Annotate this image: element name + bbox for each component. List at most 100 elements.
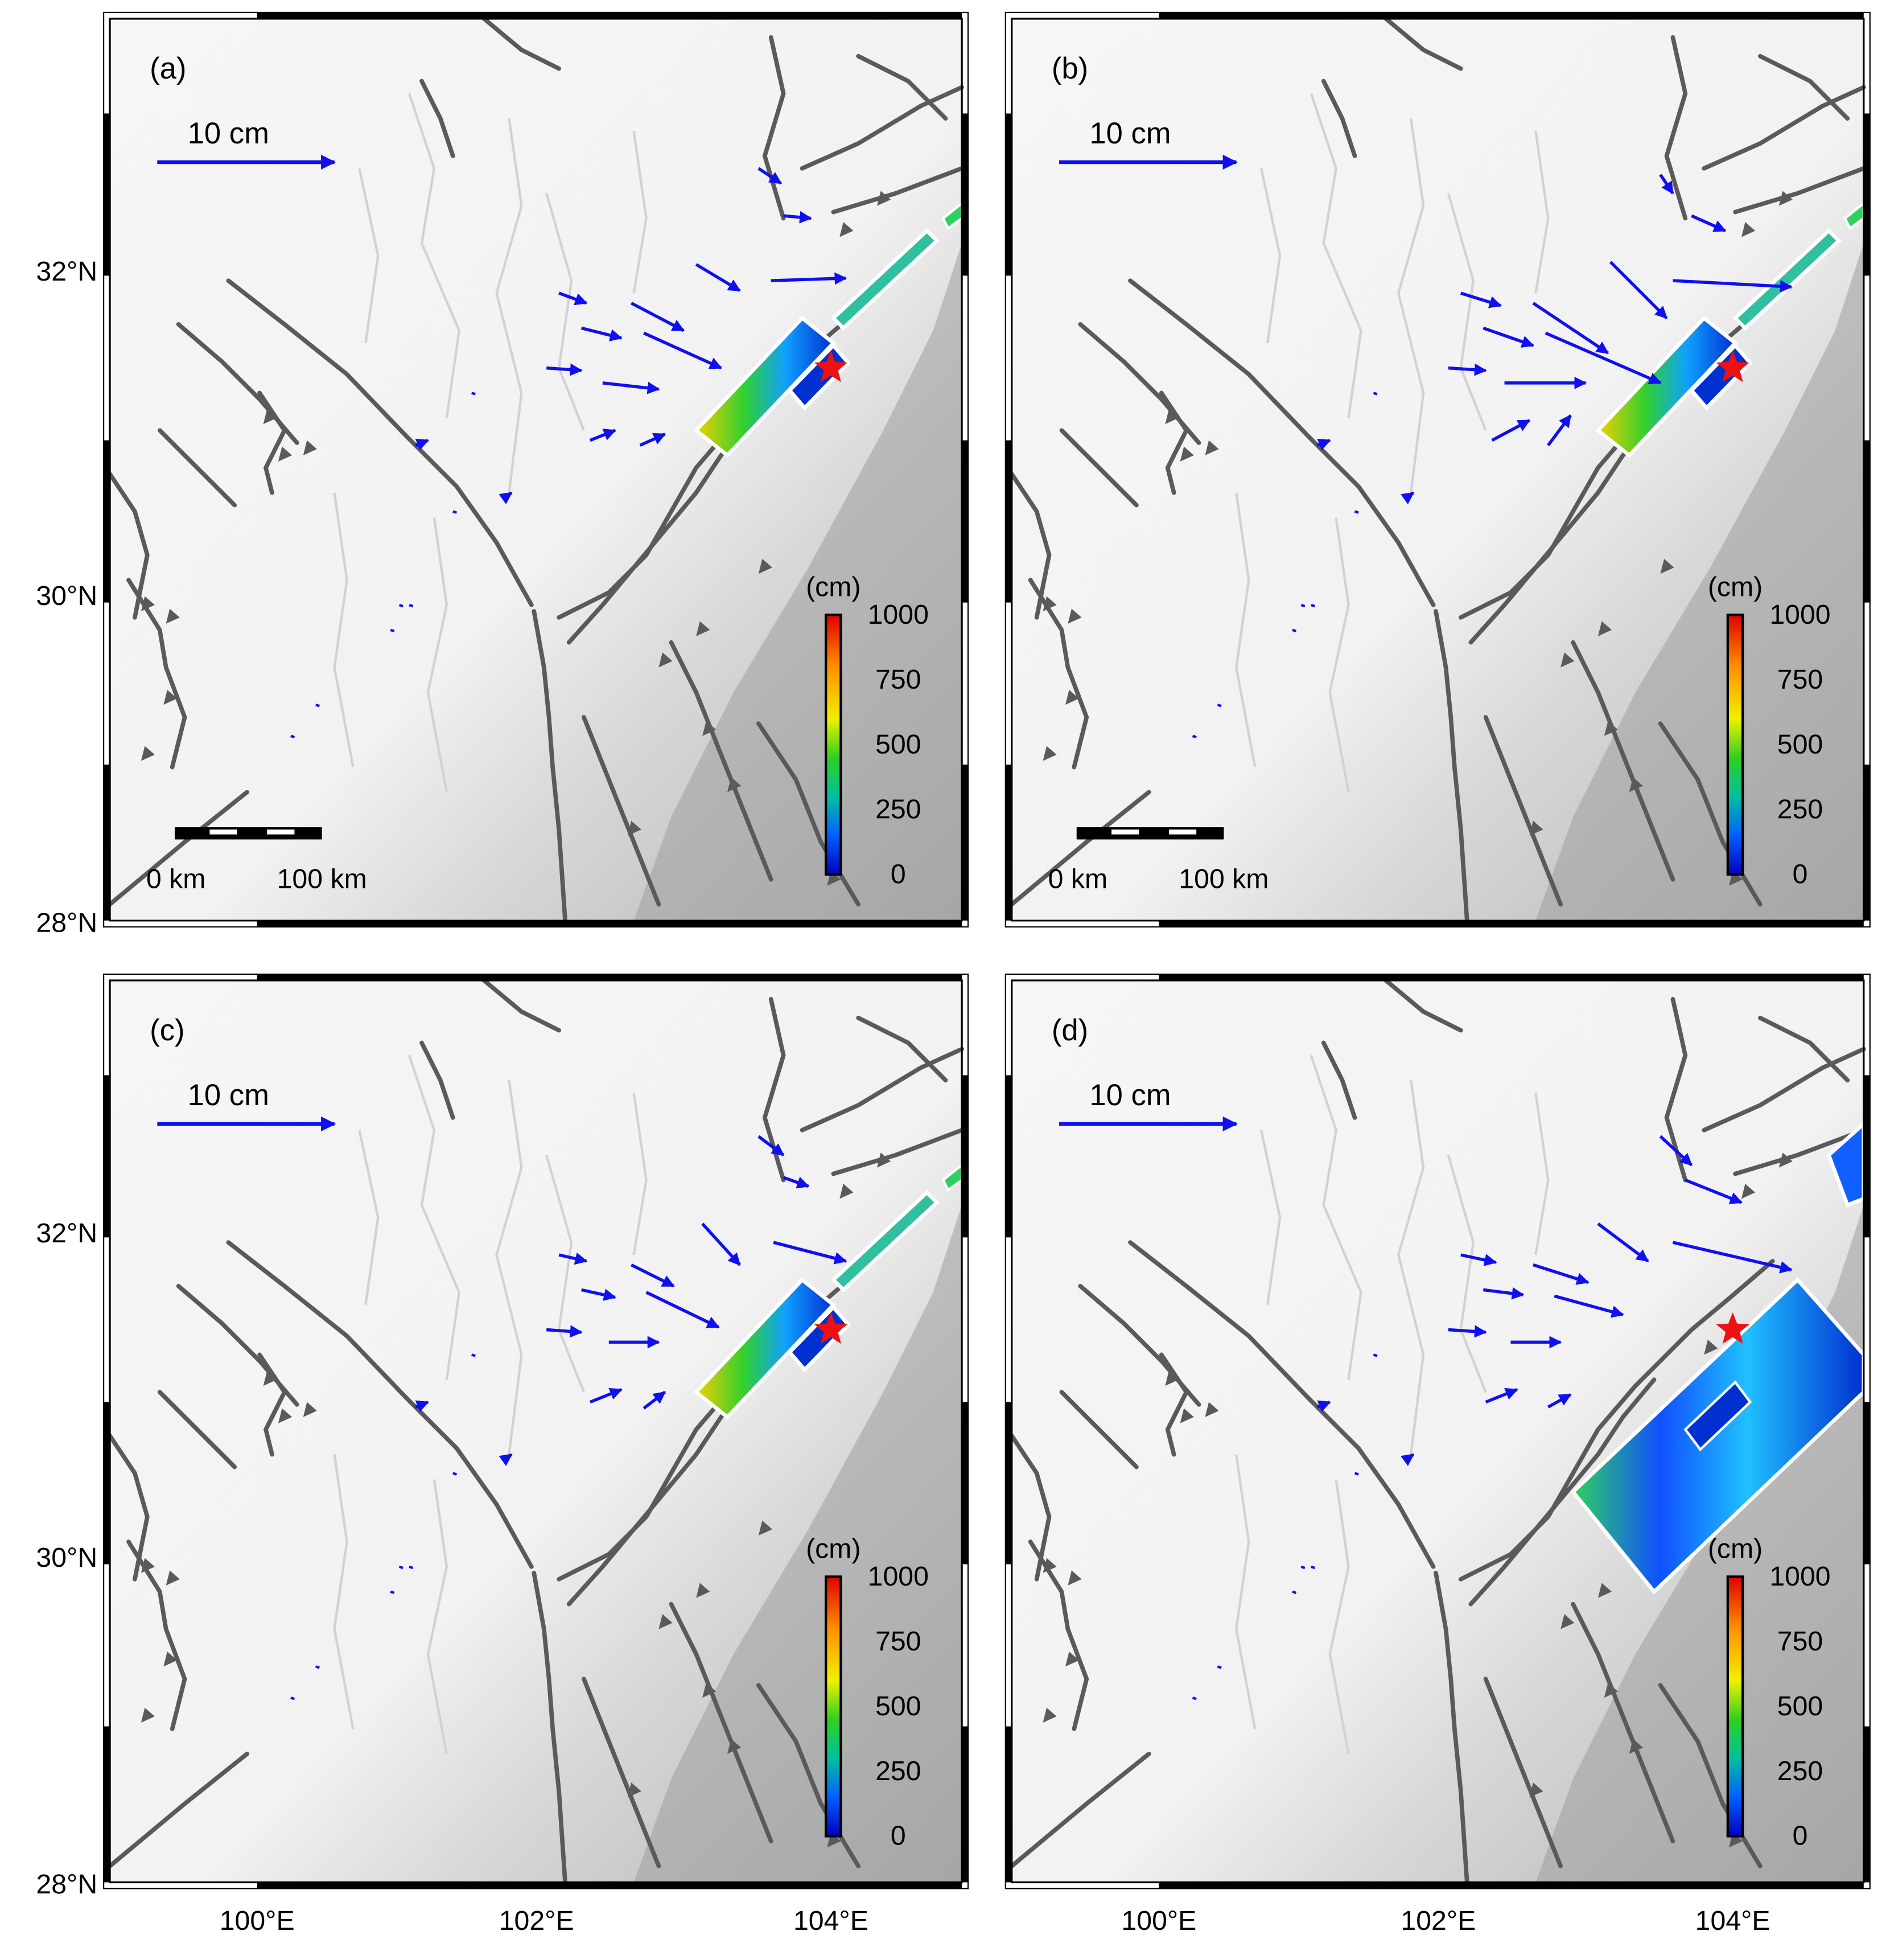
river-line (426, 1479, 448, 1755)
fault-trace (1009, 789, 1151, 907)
frame-tick-left (104, 764, 110, 921)
thrust-triangle-icon (1068, 608, 1082, 624)
thrust-triangle-icon (727, 1739, 742, 1754)
fault-trace (582, 715, 661, 907)
river-line (1235, 1454, 1257, 1730)
panel-label: (b) (1052, 52, 1088, 85)
thrust-triangle-icon (1043, 596, 1057, 612)
frame-tick-right (962, 440, 969, 603)
lat-label: 28°N (36, 1869, 97, 1900)
fault-trace (1128, 278, 1436, 607)
gps-vector (546, 1325, 583, 1338)
gps-vector (1691, 214, 1727, 232)
fault-trace (1383, 17, 1463, 71)
gps-vector-small (398, 1565, 403, 1570)
fault-trace (1009, 1433, 1052, 1582)
gps-vector (645, 1291, 720, 1329)
gps-vector (1672, 1241, 1793, 1274)
scale-bar-start: 0 km (1048, 864, 1108, 895)
thrust-triangle-icon (839, 1184, 854, 1199)
frame-tick-top (536, 12, 823, 19)
frame-tick-bottom (816, 1882, 962, 1889)
scale-bar-segment (267, 829, 295, 835)
frame-tick-top (1438, 974, 1726, 981)
fault-trace (669, 640, 773, 882)
colorbar (1726, 1575, 1744, 1838)
thrust-triangle-icon (877, 191, 891, 206)
scale-bar-segment (1168, 829, 1197, 835)
red-star-icon (814, 1312, 848, 1344)
river-line (1447, 1155, 1487, 1393)
frame-tick-top (257, 12, 544, 19)
thrust-triangle-icon (702, 720, 717, 736)
panel-label: (c) (150, 1014, 184, 1047)
fault-trace (1028, 578, 1089, 769)
colorbar-tick-label: 1000 (1769, 599, 1830, 630)
fault-trace (762, 35, 786, 221)
gps-vector (1448, 1325, 1487, 1338)
gps-vector (1401, 1453, 1415, 1467)
gps-vector-small (1354, 510, 1359, 514)
colorbar (1726, 613, 1744, 876)
gps-vector (1545, 331, 1662, 385)
frame-tick-top (816, 974, 962, 981)
gps-vector-small (315, 703, 320, 707)
gps-vector (1685, 1178, 1743, 1204)
thrust-triangle-icon (141, 746, 155, 761)
colorbar (824, 613, 842, 876)
frame-tick-right (1863, 440, 1870, 603)
colorbar-tick-label: 500 (1777, 729, 1823, 760)
thrust-triangle-icon (658, 1614, 673, 1629)
gps-vector-small (1292, 1590, 1297, 1595)
fault-trace (582, 1677, 661, 1868)
gps-vector (1659, 1135, 1693, 1167)
gps-vector (558, 1252, 588, 1265)
colorbar-tick-label: 750 (1777, 1626, 1823, 1657)
gps-vector (1547, 1393, 1572, 1409)
gps-vector (1316, 438, 1331, 451)
fault-trace (1571, 640, 1675, 882)
gps-vector-small (1192, 1697, 1197, 1700)
river-line (1534, 130, 1550, 294)
thrust-triangle-icon (1180, 1408, 1194, 1423)
colorbar-tick-label: 0 (891, 859, 906, 890)
gps-vector-small (398, 603, 403, 608)
river-line (545, 193, 585, 431)
river-line (408, 93, 461, 418)
fault-trace (532, 1571, 567, 1885)
colorbar-tick-label: 750 (875, 664, 921, 695)
gps-vector (1532, 302, 1609, 355)
red-star-icon (1716, 350, 1749, 382)
fault-trace (1059, 1390, 1139, 1469)
fault-trace (1468, 1377, 1657, 1607)
fault-trace (1571, 1601, 1675, 1843)
colorbar-unit: (cm) (806, 1534, 860, 1564)
gps-vector (773, 1241, 847, 1265)
colorbar-tick-label: 500 (875, 729, 921, 760)
frame-tick-top (257, 974, 544, 981)
red-star-icon (814, 350, 848, 382)
river-line (333, 1454, 355, 1730)
thrust-triangle-icon (1741, 222, 1756, 237)
thrust-triangle-icon (1529, 1782, 1543, 1798)
gps-vector-small (1192, 735, 1197, 739)
thrust-triangle-icon (166, 1570, 180, 1586)
lat-label: 32°N (36, 256, 97, 287)
gps-vector (499, 1453, 513, 1467)
frame-tick-right (962, 113, 969, 276)
frame-tick-right (1863, 1075, 1870, 1238)
gps-vector (631, 1263, 675, 1288)
vector-scale-label: 10 cm (1089, 1078, 1171, 1112)
slip-model-north-segment (1732, 228, 1842, 331)
river-line (358, 168, 380, 344)
gps-vector-small (471, 392, 476, 396)
frame-tick-right (1863, 1726, 1870, 1883)
gps-vector (1460, 1253, 1497, 1266)
gps-vector (643, 1390, 666, 1410)
frame-tick-bottom (1438, 1882, 1726, 1889)
colorbar-unit: (cm) (806, 572, 860, 603)
fault-trace (419, 1040, 455, 1120)
colorbar-unit: (cm) (1708, 572, 1763, 603)
frame-tick-right (1863, 764, 1870, 921)
thrust-triangle-icon (141, 596, 155, 612)
